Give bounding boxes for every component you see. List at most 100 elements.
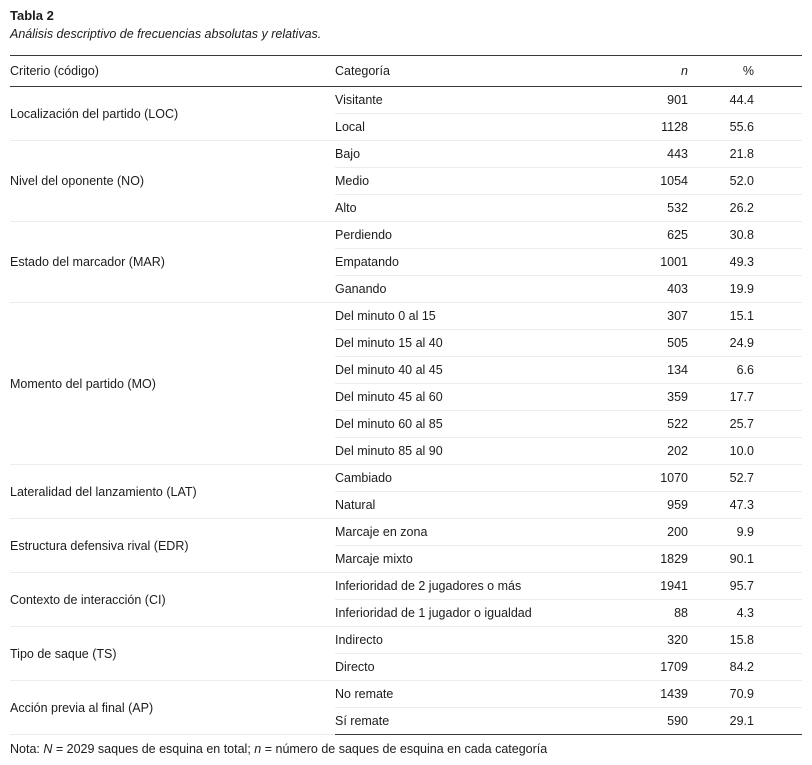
n-cell: 320: [622, 626, 692, 654]
pct-cell: 19.9: [692, 275, 802, 303]
categoria-cell: Inferioridad de 2 jugadores o más: [335, 572, 622, 600]
note-italic-segment: N: [43, 742, 53, 756]
pct-cell: 15.8: [692, 626, 802, 654]
table-row: Contexto de interacción (CI) Inferioridad…: [10, 572, 802, 627]
header-n: n: [622, 55, 692, 87]
table-row: Marcaje mixto 1829 90.1: [10, 545, 802, 573]
n-cell: 1128: [622, 113, 692, 141]
table-row: Del minuto 45 al 60 359 17.7: [10, 383, 802, 411]
pct-cell: 17.7: [692, 383, 802, 411]
n-cell: 590: [622, 707, 692, 735]
categoria-cell: Cambiado: [335, 464, 622, 492]
table-row: Sí remate 590 29.1: [10, 707, 802, 735]
pct-cell: 15.1: [692, 302, 802, 330]
table-row: Del minuto 60 al 85 522 25.7: [10, 410, 802, 438]
table-subtitle: Análisis descriptivo de frecuencias abso…: [10, 27, 322, 41]
note-text-segment: Nota:: [10, 742, 44, 756]
table-row: Alto 532 26.2: [10, 194, 802, 222]
categoria-cell: Marcaje en zona: [335, 518, 622, 546]
pct-cell: 95.7: [692, 572, 802, 600]
categoria-cell: Indirecto: [335, 626, 622, 654]
pct-cell: 90.1: [692, 545, 802, 573]
pct-cell: 6.6: [692, 356, 802, 384]
pct-cell: 49.3: [692, 248, 802, 276]
n-cell: 505: [622, 329, 692, 357]
criterio-cell: Acción previa al final (AP): [10, 680, 335, 735]
header-row: Criterio (código) Categoría n %: [10, 55, 802, 87]
categoria-cell: Local: [335, 113, 622, 141]
table-row: Lateralidad del lanzamiento (LAT) Cambiad…: [10, 464, 802, 519]
categoria-cell: Natural: [335, 491, 622, 519]
n-cell: 307: [622, 302, 692, 330]
n-cell: 443: [622, 140, 692, 168]
pct-cell: 26.2: [692, 194, 802, 222]
categoria-cell: Del minuto 85 al 90: [335, 437, 622, 465]
note-italic-segment: n: [254, 742, 262, 756]
n-cell: 1439: [622, 680, 692, 708]
categoria-cell: Del minuto 45 al 60: [335, 383, 622, 411]
pct-cell: 21.8: [692, 140, 802, 168]
criterio-cell: Estructura defensiva rival (EDR): [10, 518, 335, 573]
table-body: Localización del partido (LOC) Visitante 9…: [10, 86, 802, 735]
frequency-table: Criterio (código) Categoría n % Localiza…: [10, 55, 802, 735]
table-row: Estado del marcador (MAR) Perdiendo 625 30.…: [10, 221, 802, 303]
n-cell: 134: [622, 356, 692, 384]
table-row: Nivel del oponente (NO) Bajo 443 21.8: [10, 140, 802, 222]
criterio-cell: Localización del partido (LOC): [10, 86, 335, 141]
n-cell: 200: [622, 518, 692, 546]
header-pct: %: [692, 55, 802, 87]
categoria-cell: Ganando: [335, 275, 622, 303]
categoria-cell: Del minuto 40 al 45: [335, 356, 622, 384]
n-cell: 88: [622, 599, 692, 627]
pct-cell: 55.6: [692, 113, 802, 141]
table-row: Directo 1709 84.2: [10, 653, 802, 681]
pct-cell: 25.7: [692, 410, 802, 438]
categoria-cell: Perdiendo: [335, 221, 622, 249]
header-categoria: Categoría: [335, 55, 622, 87]
table-row: Del minuto 85 al 90 202 10.0: [10, 437, 802, 465]
n-cell: 1709: [622, 653, 692, 681]
pct-cell: 47.3: [692, 491, 802, 519]
n-cell: 959: [622, 491, 692, 519]
n-cell: 1829: [622, 545, 692, 573]
criterio-cell: Tipo de saque (TS): [10, 626, 335, 681]
pct-cell: 84.2: [692, 653, 802, 681]
n-cell: 522: [622, 410, 692, 438]
categoria-cell: Marcaje mixto: [335, 545, 622, 573]
criterio-cell: Estado del marcador (MAR): [10, 221, 335, 303]
pct-cell: 70.9: [692, 680, 802, 708]
categoria-cell: Visitante: [335, 86, 622, 114]
criterio-cell: Lateralidad del lanzamiento (LAT): [10, 464, 335, 519]
pct-cell: 9.9: [692, 518, 802, 546]
categoria-cell: Medio: [335, 167, 622, 195]
categoria-cell: Del minuto 0 al 15: [335, 302, 622, 330]
n-cell: 202: [622, 437, 692, 465]
table-row: Empatando 1001 49.3: [10, 248, 802, 276]
pct-cell: 29.1: [692, 707, 802, 735]
table-header: Criterio (código) Categoría n %: [10, 55, 802, 87]
table-row: Momento del partido (MO) Del minuto 0 al …: [10, 302, 802, 465]
table-row: Del minuto 40 al 45 134 6.6: [10, 356, 802, 384]
pct-cell: 4.3: [692, 599, 802, 627]
table-title: Tabla 2: [10, 8, 54, 23]
table-row: Inferioridad de 1 jugador o igualdad 88 4.…: [10, 599, 802, 627]
categoria-cell: Inferioridad de 1 jugador o igualdad: [335, 599, 622, 627]
n-cell: 532: [622, 194, 692, 222]
criterio-cell: Momento del partido (MO): [10, 302, 335, 465]
note-text-segment: = 2029 saques de esquina en total;: [52, 742, 255, 756]
categoria-cell: Empatando: [335, 248, 622, 276]
n-cell: 1941: [622, 572, 692, 600]
pct-cell: 52.0: [692, 167, 802, 195]
n-cell: 901: [622, 86, 692, 114]
n-cell: 625: [622, 221, 692, 249]
categoria-cell: Del minuto 15 al 40: [335, 329, 622, 357]
criterio-cell: Nivel del oponente (NO): [10, 140, 335, 222]
n-cell: 1054: [622, 167, 692, 195]
table-row: Estructura defensiva rival (EDR) Marcaje …: [10, 518, 802, 573]
categoria-cell: Bajo: [335, 140, 622, 168]
pct-cell: 30.8: [692, 221, 802, 249]
note-text-segment: = número de saques de esquina en cada ca…: [261, 742, 548, 756]
categoria-cell: No remate: [335, 680, 622, 708]
table-row: Acción previa al final (AP) No remate 1439…: [10, 680, 802, 735]
table-row: Tipo de saque (TS) Indirecto 320 15.8: [10, 626, 802, 681]
